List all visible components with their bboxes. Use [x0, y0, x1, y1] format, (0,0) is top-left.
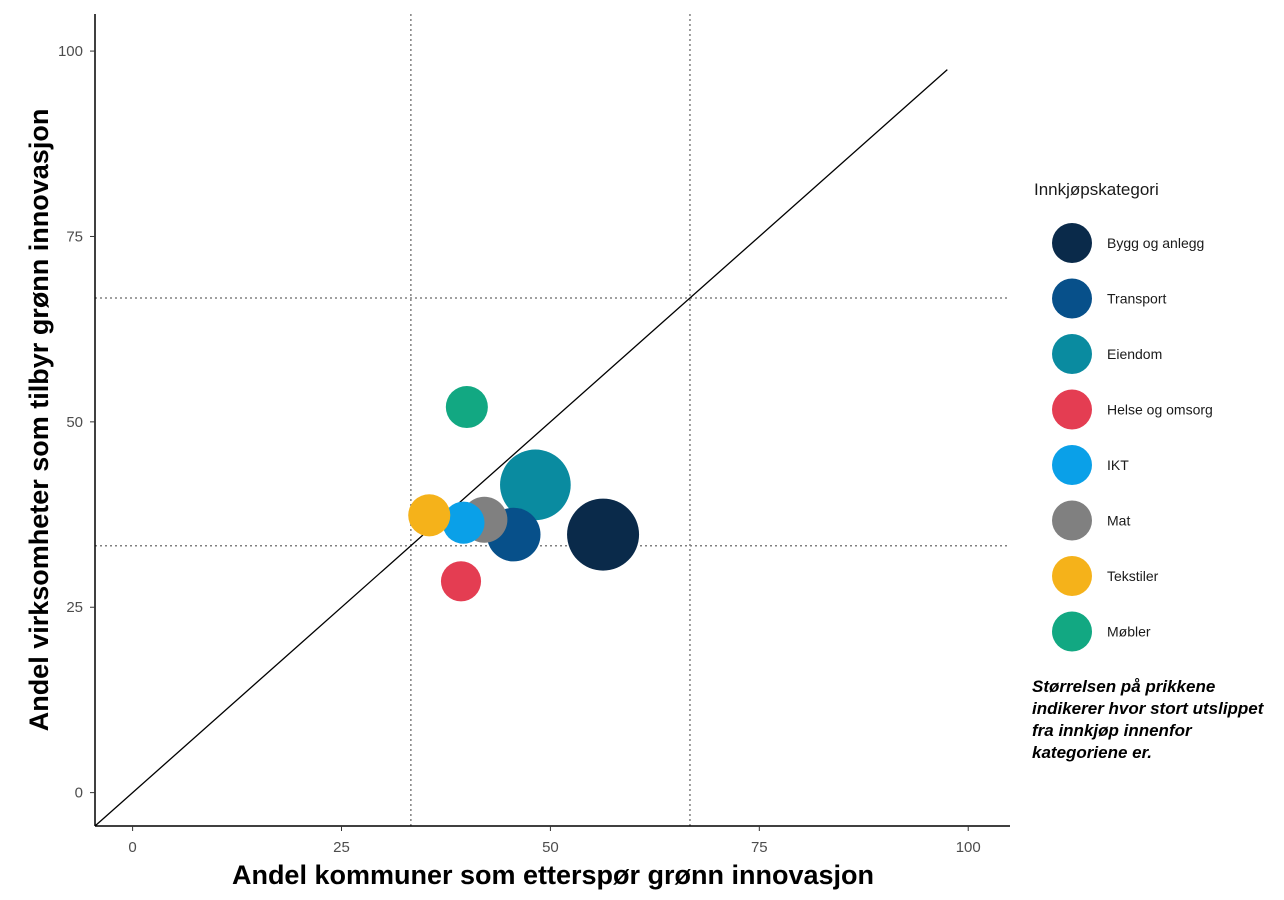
data-point-ikt [442, 501, 485, 544]
y-tick-label: 0 [75, 785, 83, 802]
legend-label: Eiendom [1107, 346, 1162, 362]
legend-key [1052, 556, 1092, 596]
legend-label: Helse og omsorg [1107, 402, 1213, 418]
data-point-helse-og-omsorg [440, 561, 482, 602]
legend-label: IKT [1107, 457, 1129, 473]
legend-key [1052, 223, 1092, 263]
legend: Bygg og anlegg Transport Eiendom Helse og o… [1052, 223, 1213, 652]
y-tick-label: 100 [58, 43, 83, 60]
diagonal-line [94, 69, 948, 827]
legend-key [1052, 278, 1092, 319]
x-tick-label: 25 [333, 839, 350, 856]
reference-lines [94, 14, 1010, 827]
y-axis-title: Andel virksomheter som tilbyr grønn inno… [24, 109, 54, 732]
y-tick-label: 75 [66, 228, 83, 245]
x-axis-title: Andel kommuner som etterspør grønn innov… [232, 860, 874, 890]
data-point-møbler [445, 385, 488, 429]
legend-key [1052, 500, 1092, 541]
y-tick-label: 50 [66, 414, 83, 431]
x-tick-label: 50 [542, 839, 559, 856]
legend-label: Transport [1107, 291, 1167, 307]
axes [94, 14, 1010, 827]
legend-label: Bygg og anlegg [1107, 235, 1204, 251]
legend-label: Mat [1107, 513, 1130, 529]
data-point-eiendom [500, 449, 571, 521]
legend-label: Møbler [1107, 624, 1151, 640]
legend-key [1052, 445, 1092, 485]
size-note: Størrelsen på prikkene indikerer hvor st… [1032, 677, 1264, 762]
x-tick-label: 0 [128, 839, 136, 856]
x-tick-label: 100 [956, 839, 981, 856]
legend-key [1052, 611, 1092, 652]
data-points [408, 385, 640, 602]
legend-key [1052, 389, 1092, 430]
x-tick-label: 75 [751, 839, 768, 856]
legend-label: Tekstiler [1107, 568, 1159, 584]
x-axis-ticks: 0 25 50 75 100 [128, 826, 981, 856]
data-point-tekstiler [408, 494, 451, 537]
legend-key [1052, 334, 1092, 374]
legend-title: Innkjøpskategori [1034, 180, 1159, 199]
y-tick-label: 25 [66, 599, 83, 616]
data-point-bygg-og-anlegg [567, 498, 640, 571]
y-axis-ticks: 0 25 50 75 100 [58, 43, 95, 802]
